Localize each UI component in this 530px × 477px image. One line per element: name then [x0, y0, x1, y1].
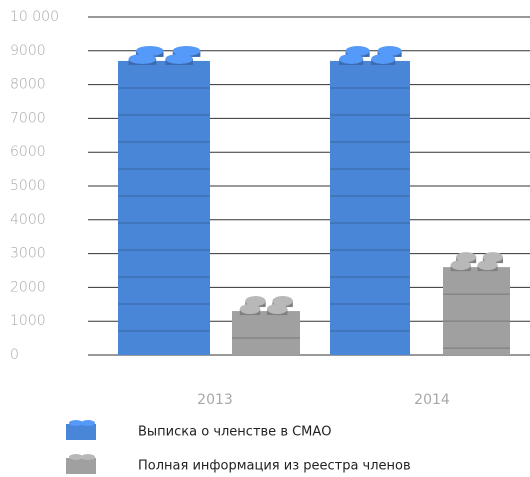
- brick-stud-top: [239, 304, 261, 315]
- bar: [330, 60, 410, 355]
- y-tick-label: 10 000: [10, 9, 59, 25]
- brick-stud-top: [339, 53, 364, 64]
- legend-stud: [69, 454, 83, 460]
- y-tick-label: 9000: [10, 43, 46, 59]
- y-tick-label: 0: [10, 347, 19, 363]
- brick-stud-top: [482, 252, 503, 263]
- brick-stud-top: [456, 252, 477, 263]
- brick-stud-top: [172, 45, 201, 56]
- brick-stud-top: [135, 45, 164, 56]
- legend-label: Выписка о членстве в СМАО: [138, 425, 332, 440]
- legend-swatch: [66, 458, 96, 474]
- legend-stud: [69, 420, 83, 426]
- brick-stud-top: [267, 304, 288, 315]
- x-tick-label: 2013: [197, 392, 233, 408]
- brick-stud-top: [371, 53, 396, 64]
- x-tick-label: 2014: [414, 392, 450, 408]
- brick-stud-top: [245, 296, 266, 307]
- legend-stud: [81, 420, 95, 426]
- brick-stud-top: [477, 260, 498, 271]
- brick-stud-top: [345, 45, 370, 56]
- y-tick-label: 8000: [10, 77, 46, 93]
- bar: [443, 267, 510, 355]
- y-tick-label: 7000: [10, 110, 46, 126]
- brick-stud-top: [128, 53, 157, 64]
- brick-stud-top: [165, 53, 193, 64]
- brick-stud-top: [377, 45, 402, 56]
- legend-swatch: [66, 424, 96, 440]
- y-tick-label: 1000: [10, 313, 46, 329]
- brick-stud-top: [450, 260, 471, 271]
- bar: [118, 60, 210, 355]
- brick-stud-top: [272, 296, 293, 307]
- y-tick-label: 4000: [10, 212, 46, 228]
- y-tick-label: 6000: [10, 144, 46, 160]
- y-tick-label: 3000: [10, 246, 46, 262]
- bar: [232, 311, 300, 355]
- legend-label: Полная информация из реестра членов: [138, 459, 411, 474]
- legend-stud: [81, 454, 95, 460]
- y-tick-label: 5000: [10, 178, 46, 194]
- y-tick-label: 2000: [10, 279, 46, 295]
